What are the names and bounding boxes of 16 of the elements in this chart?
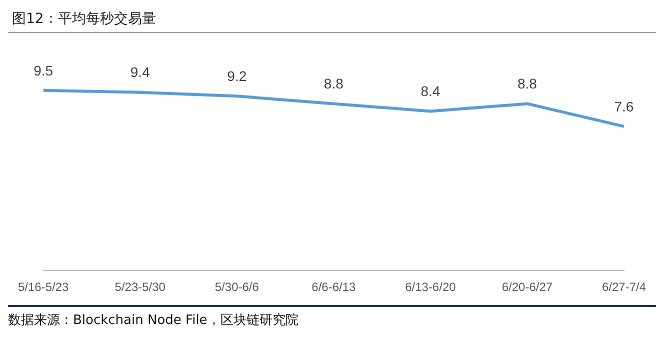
x-tick-label: 5/30-6/6: [214, 280, 260, 294]
data-label: 8.8: [517, 76, 538, 92]
chart-title: 图12：平均每秒交易量: [8, 8, 656, 33]
x-tick-label: 6/13-6/20: [405, 280, 456, 294]
data-label: 9.5: [34, 62, 54, 78]
x-tick-label: 6/20-6/27: [502, 280, 553, 294]
source-note: 数据来源：Blockchain Node File，区块链研究院: [8, 312, 300, 329]
data-label: 7.6: [614, 98, 634, 114]
data-label: 9.2: [227, 68, 247, 84]
data-label: 8.8: [324, 76, 344, 92]
x-tick-label: 5/16-5/23: [18, 280, 70, 294]
x-tick-label: 6/6-6/13: [312, 280, 356, 294]
x-tick-label: 6/27-7/4: [602, 280, 646, 294]
data-label: 9.4: [130, 64, 150, 80]
x-tick-label: 5/23-5/30: [114, 280, 166, 294]
data-label: 8.4: [420, 83, 440, 100]
